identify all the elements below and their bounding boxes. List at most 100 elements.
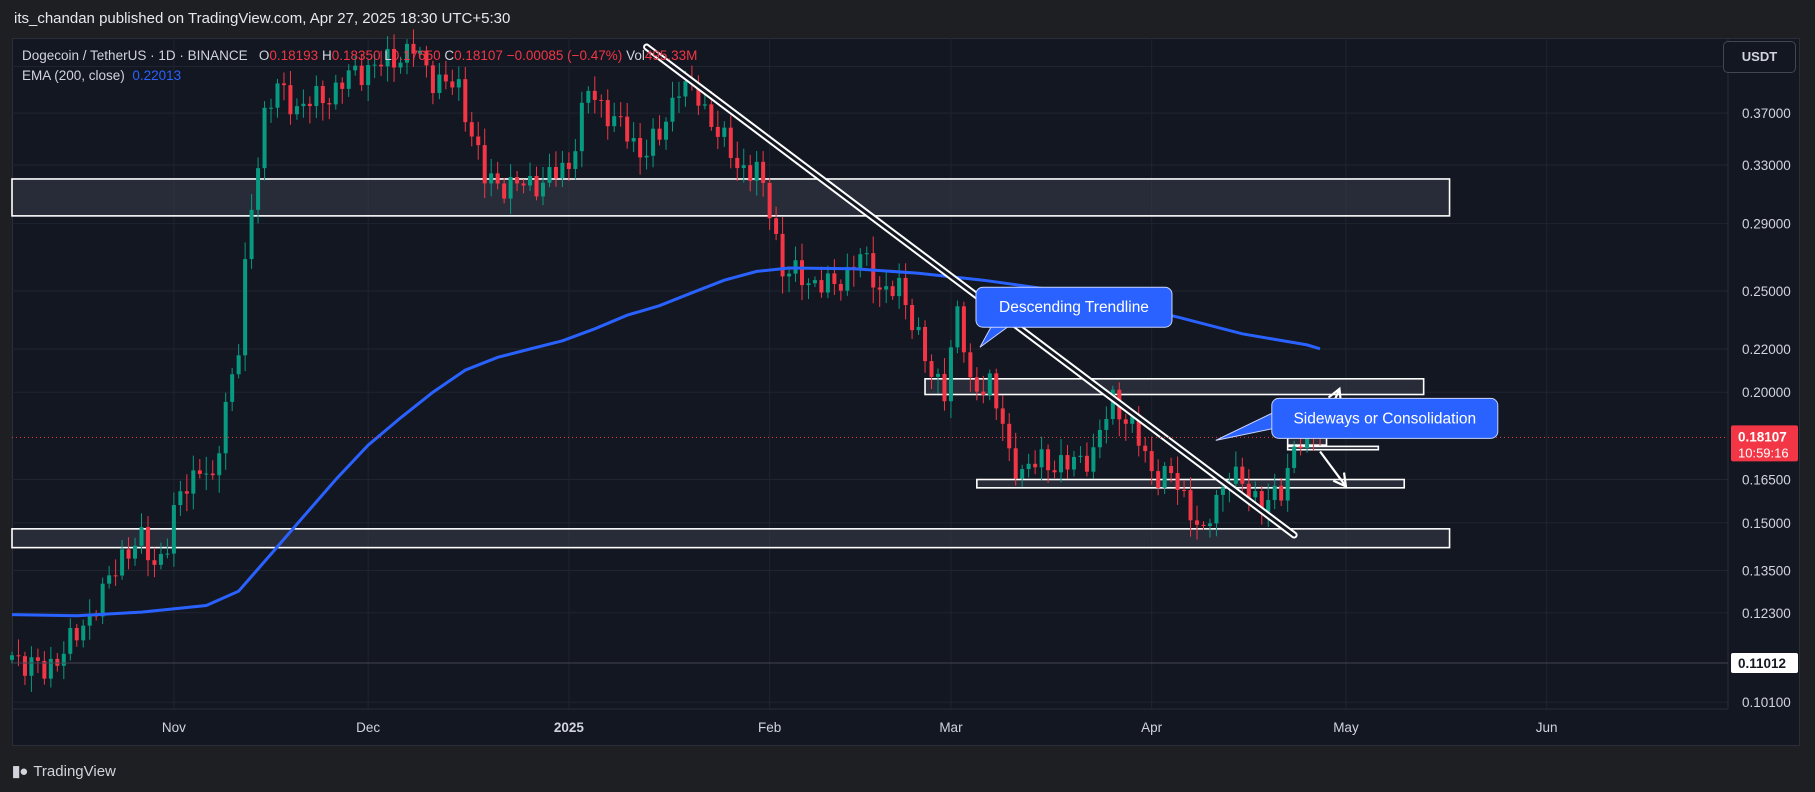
candle (664, 117, 669, 150)
candle-body (787, 273, 792, 277)
candle (29, 646, 34, 693)
candle-body (825, 273, 830, 293)
candle-body (948, 347, 953, 402)
candle-body (314, 86, 319, 107)
candle-body (1207, 523, 1212, 527)
candle (812, 276, 817, 288)
candle (184, 474, 189, 512)
candle (346, 64, 351, 97)
candle-body (87, 613, 92, 626)
candle-body (392, 48, 397, 68)
candle (631, 122, 636, 152)
candle-body (1000, 408, 1005, 424)
candle (599, 94, 604, 118)
chart-legend: Dogecoin / TetherUS · 1D · BINANCE O0.18… (22, 46, 697, 86)
candle-body (521, 183, 526, 186)
candle-body (29, 657, 34, 676)
x-tick-label: 2025 (554, 720, 585, 735)
candle (372, 54, 377, 79)
candle-body (1162, 466, 1167, 488)
candle (994, 368, 999, 420)
candle-body (1220, 487, 1225, 495)
candle-body (353, 65, 358, 71)
candle-body (74, 628, 79, 641)
footer: ▮● TradingView (12, 760, 116, 782)
candle-body (294, 106, 299, 115)
candle (800, 243, 805, 301)
candle (1117, 382, 1122, 437)
candle-body (638, 138, 643, 158)
volume-label: Vol (626, 48, 645, 63)
candle-body (404, 43, 410, 63)
candle (884, 271, 889, 304)
candle-body (1233, 466, 1238, 484)
candle (100, 577, 105, 625)
candle (398, 56, 403, 74)
candle (651, 118, 656, 168)
tradingview-logo-icon[interactable]: ▮● (12, 763, 28, 780)
candle (534, 166, 539, 201)
ema-value: 0.22013 (132, 68, 182, 83)
arrow-head (1332, 472, 1348, 489)
footer-brand[interactable]: TradingView (33, 762, 116, 780)
candle (139, 513, 144, 554)
last-price-label: 0.18107 (1738, 429, 1787, 444)
candle-body (502, 183, 507, 199)
candle (366, 59, 371, 102)
ema-row: EMA (200, close) 0.22013 (22, 66, 697, 86)
candle-body (709, 104, 714, 127)
candle (197, 459, 202, 479)
candle-body (223, 401, 228, 454)
candle-body (1091, 447, 1096, 472)
candle-body (1078, 455, 1083, 457)
candle (890, 280, 895, 300)
symbol-title[interactable]: Dogecoin / TetherUS · 1D · BINANCE (22, 48, 248, 63)
candle (929, 354, 934, 390)
candle (1007, 413, 1012, 462)
candle (741, 148, 746, 183)
candle-body (359, 65, 364, 86)
candle (832, 259, 837, 295)
candle-body (68, 628, 73, 654)
y-tick-label: 0.10100 (1742, 695, 1791, 710)
candle (1149, 436, 1154, 485)
candle-body (120, 549, 125, 576)
candle (586, 86, 591, 114)
currency-button[interactable]: USDT (1723, 41, 1796, 73)
candle (288, 71, 293, 125)
candle (1188, 477, 1193, 537)
y-tick-label: 0.29000 (1742, 217, 1791, 232)
candle (1091, 433, 1096, 479)
candle-body (437, 74, 442, 94)
candle (942, 358, 947, 411)
candle (327, 97, 332, 120)
candle-body (1272, 485, 1277, 501)
candle-body (327, 103, 332, 105)
candle (22, 651, 27, 685)
candle-body (631, 138, 636, 142)
candle-body (1149, 451, 1154, 472)
candle (553, 151, 558, 187)
candle (16, 639, 21, 667)
candle (191, 455, 196, 510)
candle (1026, 453, 1031, 478)
candle (113, 559, 118, 586)
candle (1039, 436, 1044, 481)
candle (9, 651, 15, 664)
candle-body (670, 97, 675, 122)
candle (476, 121, 481, 160)
countdown-label: 10:59:16 (1738, 445, 1789, 460)
y-tick-label: 0.15000 (1742, 516, 1791, 531)
candle (825, 265, 830, 299)
candle-body (651, 128, 656, 156)
candle-body (508, 177, 513, 199)
candle-body (1020, 469, 1025, 479)
candle-body (1084, 455, 1089, 472)
candle (961, 301, 966, 363)
zone-rect (11, 178, 1451, 217)
ema-label[interactable]: EMA (200, close) (22, 68, 125, 83)
candle-body (184, 491, 189, 494)
candle (858, 248, 863, 278)
candle-body (754, 161, 759, 181)
